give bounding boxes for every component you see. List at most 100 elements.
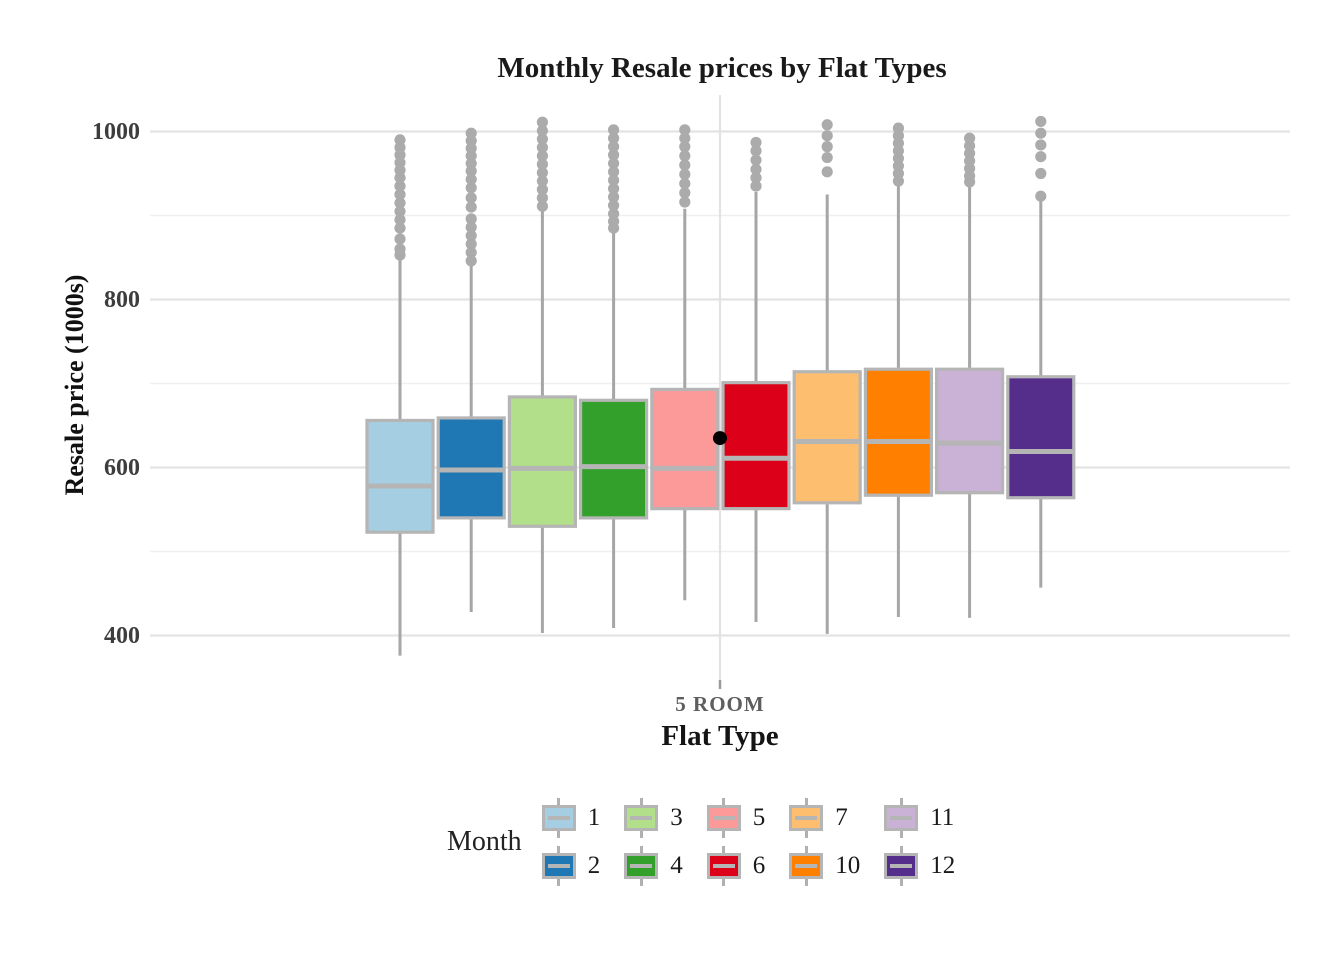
legend-key-box [884, 853, 919, 879]
outlier-dot-month-3 [536, 183, 548, 196]
outlier-dot-month-1 [394, 243, 406, 255]
outlier-dot-month-1 [394, 134, 406, 146]
legend-label: 10 [835, 852, 861, 879]
outlier-dot-month-7 [821, 130, 833, 142]
legend-item-month-6: 6 [706, 846, 765, 886]
outlier-dot-month-12 [1035, 167, 1047, 180]
x-category-label: 5 ROOM [675, 692, 765, 716]
outlier-dot-month-1 [394, 188, 406, 201]
legend-item-month-12: 12 [884, 846, 955, 886]
box-month-3 [507, 395, 577, 528]
outlier-dot-month-12 [1035, 190, 1047, 202]
outlier-dot-month-2 [465, 213, 477, 225]
legend-item-month-11: 11 [884, 798, 955, 838]
legend-key-boxplot-icon [624, 798, 659, 838]
outlier-dot-month-5 [679, 150, 691, 162]
outlier-dot-month-2 [465, 182, 477, 194]
legend-key-median [795, 816, 818, 820]
legend-key-box [541, 805, 576, 831]
outlier-dot-month-4 [608, 183, 620, 195]
outlier-dot-month-10 [892, 122, 905, 134]
legend-label: 2 [587, 852, 601, 879]
outlier-dot-month-2 [465, 238, 477, 250]
legend-item-month-7: 7 [789, 798, 860, 838]
box-month-1 [365, 418, 435, 534]
outlier-dot-month-4 [608, 132, 620, 144]
legend-key-boxplot-icon [541, 846, 576, 886]
legend-label: 4 [670, 852, 683, 879]
legend-label: 11 [930, 804, 955, 831]
outlier-dot-month-3 [536, 125, 548, 137]
outlier-dot-month-2 [465, 246, 477, 259]
outlier-dot-month-5 [679, 177, 691, 190]
outlier-dot-month-5 [679, 124, 691, 136]
outlier-dot-month-4 [608, 166, 620, 178]
legend-key-boxplot-icon [884, 846, 919, 886]
legend-items: 1 2 3 4 5 6 7 10 11 12 [541, 798, 955, 886]
outlier-dot-month-6 [750, 180, 762, 192]
legend-key-box [884, 805, 919, 831]
outlier-dot-month-12 [1035, 115, 1047, 128]
box-month-6 [721, 381, 791, 511]
legend-key-box [706, 853, 741, 879]
legend-label: 5 [752, 804, 766, 831]
legend-key-median [712, 864, 735, 868]
outlier-dot-month-7 [821, 141, 833, 153]
legend-key-box [624, 853, 659, 879]
outlier-dot-month-1 [394, 214, 406, 226]
box-month-12 [1006, 375, 1076, 500]
legend-item-month-1: 1 [541, 798, 601, 838]
box-month-7 [792, 370, 862, 505]
outlier-dot-month-6 [750, 136, 762, 149]
outlier-dot-month-3 [536, 167, 548, 179]
outlier-dot-month-5 [679, 132, 691, 144]
x-axis-title: Flat Type [661, 720, 779, 752]
outlier-dot-month-1 [394, 222, 406, 234]
outlier-dot-month-1 [394, 197, 406, 209]
outlier-dot-month-12 [1035, 151, 1047, 163]
legend-item-month-2: 2 [541, 846, 601, 886]
legend-key-box [541, 853, 576, 879]
box-month-10 [863, 367, 934, 497]
outlier-dot-month-4 [608, 174, 620, 186]
legend-key-box [789, 853, 824, 879]
box-month-5 [650, 387, 720, 511]
outlier-dot-month-7 [821, 166, 833, 178]
outlier-dot-month-11 [964, 132, 976, 144]
box-month-11 [934, 367, 1005, 495]
legend-key-boxplot-icon [624, 846, 659, 886]
outlier-dot-month-4 [608, 149, 620, 161]
outlier-dot-month-6 [750, 154, 762, 166]
outlier-dot-month-1 [394, 205, 406, 217]
outlier-dot-month-4 [608, 157, 620, 170]
legend-key-boxplot-icon [789, 798, 824, 838]
outlier-dot-month-1 [394, 233, 406, 245]
outlier-dot-month-3 [536, 116, 548, 128]
box-month-4 [579, 398, 649, 520]
legend-key-median [547, 864, 570, 868]
outlier-dot-month-1 [394, 180, 406, 192]
outlier-dot-month-7 [821, 151, 833, 164]
outlier-dot-month-5 [679, 187, 691, 199]
y-tick-label: 600 [104, 454, 140, 481]
legend-item-month-3: 3 [624, 798, 683, 838]
outlier-dot-month-3 [536, 175, 548, 187]
outlier-dot-month-2 [465, 173, 477, 185]
y-tick-label: 1000 [92, 118, 140, 145]
outlier-dot-month-4 [608, 208, 620, 220]
outlier-dot-month-4 [608, 191, 620, 203]
legend-key-median [630, 864, 653, 868]
outlier-dot-month-2 [465, 192, 477, 204]
legend-label: 1 [587, 804, 601, 831]
outlier-dot-month-3 [536, 141, 548, 154]
outlier-dot-month-7 [821, 119, 833, 131]
legend-key-median [890, 864, 913, 868]
outlier-dot-month-4 [608, 141, 620, 153]
legend-key-boxplot-icon [541, 798, 576, 838]
legend-item-month-10: 10 [789, 846, 860, 886]
outlier-dot-month-3 [536, 150, 548, 162]
legend-key-boxplot-icon [884, 798, 919, 838]
outlier-dot-month-12 [1035, 127, 1047, 139]
legend-label: 12 [930, 852, 956, 879]
